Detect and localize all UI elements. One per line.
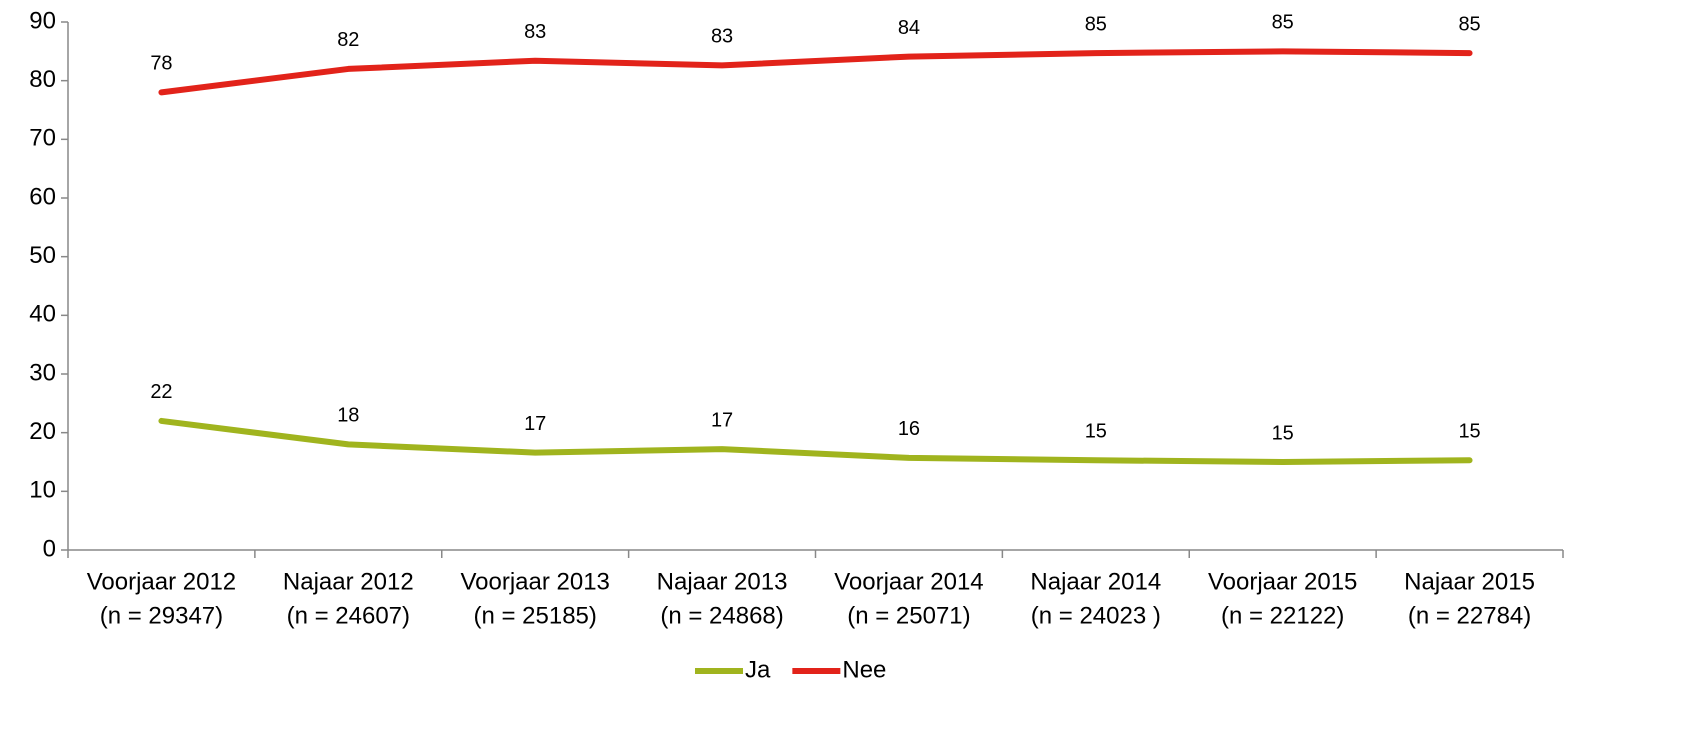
x-tick-label: Najaar 2013 <box>657 568 788 595</box>
data-label: 84 <box>898 17 920 39</box>
series-line <box>158 48 1473 96</box>
x-tick-label: (n = 22784) <box>1408 602 1531 629</box>
x-tick-label: (n = 29347) <box>100 602 223 629</box>
y-tick-label: 20 <box>29 418 56 445</box>
x-tick-label: Najaar 2015 <box>1404 568 1535 595</box>
legend-label: Ja <box>745 656 771 683</box>
series-line <box>158 417 1473 465</box>
x-tick-label: Voorjaar 2014 <box>834 568 983 595</box>
y-tick-label: 10 <box>29 477 56 504</box>
data-label: 17 <box>711 409 733 431</box>
data-label: 85 <box>1272 12 1294 34</box>
data-label: 82 <box>337 29 359 51</box>
x-tick-label: Voorjaar 2013 <box>460 568 609 595</box>
x-tick-label: Voorjaar 2012 <box>87 568 236 595</box>
y-tick-label: 70 <box>29 125 56 152</box>
data-label: 16 <box>898 418 920 440</box>
y-tick-label: 50 <box>29 242 56 269</box>
y-tick-label: 0 <box>43 535 56 562</box>
x-tick-label: (n = 24868) <box>660 602 783 629</box>
data-label: 22 <box>150 381 172 403</box>
data-label: 17 <box>524 413 546 435</box>
data-label: 83 <box>711 26 733 48</box>
data-label: 78 <box>150 53 172 75</box>
legend-label: Nee <box>842 656 886 683</box>
data-label: 15 <box>1085 421 1107 443</box>
x-tick-label: (n = 22122) <box>1221 602 1344 629</box>
x-tick-label: (n = 24023 ) <box>1031 602 1161 629</box>
y-tick-label: 60 <box>29 183 56 210</box>
x-tick-label: (n = 25185) <box>473 602 596 629</box>
data-label: 15 <box>1458 421 1480 443</box>
x-tick-label: Najaar 2012 <box>283 568 414 595</box>
x-tick-label: (n = 25071) <box>847 602 970 629</box>
y-tick-label: 30 <box>29 359 56 386</box>
y-tick-label: 90 <box>29 7 56 34</box>
x-tick-label: (n = 24607) <box>287 602 410 629</box>
x-tick-label: Voorjaar 2015 <box>1208 568 1357 595</box>
x-tick-label: Najaar 2014 <box>1030 568 1161 595</box>
y-tick-label: 80 <box>29 66 56 93</box>
data-label: 85 <box>1085 13 1107 35</box>
data-label: 18 <box>337 405 359 427</box>
y-tick-label: 40 <box>29 301 56 328</box>
data-label: 83 <box>524 21 546 43</box>
data-label: 85 <box>1458 13 1480 35</box>
data-label: 15 <box>1272 422 1294 444</box>
